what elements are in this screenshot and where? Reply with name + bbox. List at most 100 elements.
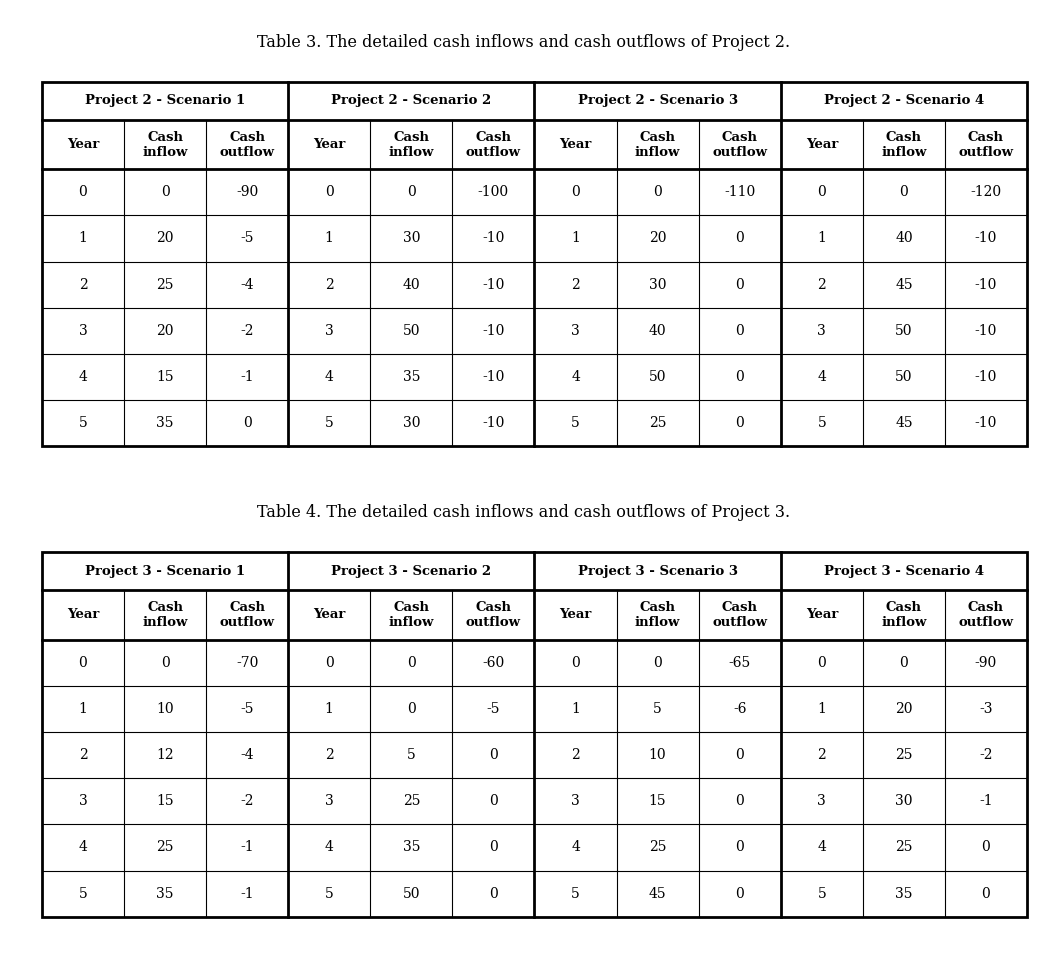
Text: 25: 25 (895, 841, 913, 854)
Text: 50: 50 (895, 324, 913, 338)
Text: 0: 0 (571, 185, 580, 200)
Text: 2: 2 (325, 748, 333, 762)
Text: Cash
outflow: Cash outflow (466, 601, 521, 629)
Text: 0: 0 (736, 324, 744, 338)
Text: 4: 4 (571, 841, 580, 854)
Text: 25: 25 (156, 841, 174, 854)
Text: 0: 0 (325, 185, 333, 200)
Text: -4: -4 (240, 277, 254, 292)
Text: -100: -100 (478, 185, 509, 200)
Text: Year: Year (560, 609, 592, 621)
Text: Cash
inflow: Cash inflow (389, 131, 434, 158)
Text: 2: 2 (817, 748, 826, 762)
Text: Year: Year (806, 138, 838, 151)
Text: Year: Year (313, 138, 346, 151)
Text: 0: 0 (899, 185, 909, 200)
Text: 3: 3 (325, 794, 333, 808)
Text: 45: 45 (895, 417, 913, 430)
Text: 0: 0 (407, 702, 416, 716)
Text: 2: 2 (79, 748, 87, 762)
Text: -1: -1 (979, 794, 992, 808)
Text: -10: -10 (482, 277, 505, 292)
Text: 25: 25 (649, 841, 667, 854)
Text: 50: 50 (402, 887, 420, 900)
Text: 45: 45 (895, 277, 913, 292)
Text: 4: 4 (79, 371, 87, 384)
Text: Cash
outflow: Cash outflow (959, 131, 1013, 158)
Text: 5: 5 (325, 417, 333, 430)
Text: 4: 4 (325, 371, 333, 384)
Text: 35: 35 (156, 887, 174, 900)
Text: 2: 2 (325, 277, 333, 292)
Text: 20: 20 (895, 702, 913, 716)
Bar (42, 82, 1027, 446)
Text: 0: 0 (736, 277, 744, 292)
Text: 3: 3 (79, 324, 87, 338)
Text: 1: 1 (571, 702, 580, 716)
Text: -65: -65 (728, 656, 750, 670)
Text: 5: 5 (653, 702, 662, 716)
Text: -10: -10 (975, 371, 998, 384)
Text: Cash
inflow: Cash inflow (143, 131, 188, 158)
Text: 0: 0 (817, 656, 826, 670)
Text: 5: 5 (325, 887, 333, 900)
Text: Project 2 - Scenario 2: Project 2 - Scenario 2 (331, 94, 492, 108)
Text: 3: 3 (325, 324, 333, 338)
Text: Cash
outflow: Cash outflow (713, 131, 767, 158)
Text: Cash
inflow: Cash inflow (635, 131, 680, 158)
Text: 35: 35 (402, 371, 420, 384)
Text: Project 3 - Scenario 3: Project 3 - Scenario 3 (577, 564, 738, 578)
Text: 20: 20 (156, 231, 174, 246)
Text: 35: 35 (402, 841, 420, 854)
Text: 5: 5 (79, 417, 87, 430)
Text: 1: 1 (79, 231, 87, 246)
Text: -5: -5 (486, 702, 500, 716)
Text: 2: 2 (571, 748, 580, 762)
Text: Cash
outflow: Cash outflow (466, 131, 521, 158)
Text: 30: 30 (649, 277, 667, 292)
Text: 35: 35 (895, 887, 913, 900)
Text: -2: -2 (240, 324, 254, 338)
Text: 0: 0 (653, 656, 662, 670)
Text: Table 3. The detailed cash inflows and cash outflows of Project 2.: Table 3. The detailed cash inflows and c… (258, 34, 790, 51)
Text: 0: 0 (160, 656, 170, 670)
Text: 15: 15 (649, 794, 667, 808)
Text: 12: 12 (156, 748, 174, 762)
Text: 45: 45 (649, 887, 667, 900)
Text: 40: 40 (895, 231, 913, 246)
Text: Project 3 - Scenario 2: Project 3 - Scenario 2 (331, 564, 492, 578)
Text: 30: 30 (402, 417, 420, 430)
Text: Year: Year (313, 609, 346, 621)
Text: Project 3 - Scenario 1: Project 3 - Scenario 1 (85, 564, 245, 578)
Text: -1: -1 (240, 887, 254, 900)
Text: 1: 1 (325, 702, 333, 716)
Text: 4: 4 (817, 841, 826, 854)
Text: 0: 0 (736, 417, 744, 430)
Text: 0: 0 (160, 185, 170, 200)
Text: 0: 0 (736, 794, 744, 808)
Text: 0: 0 (407, 656, 416, 670)
Text: 0: 0 (325, 656, 333, 670)
Text: 0: 0 (736, 231, 744, 246)
Text: 1: 1 (325, 231, 333, 246)
Text: 0: 0 (736, 748, 744, 762)
Text: 0: 0 (982, 841, 990, 854)
Text: Year: Year (67, 138, 100, 151)
Text: 3: 3 (817, 324, 826, 338)
Text: 40: 40 (402, 277, 420, 292)
Text: -10: -10 (482, 417, 505, 430)
Text: 1: 1 (79, 702, 87, 716)
Text: 30: 30 (895, 794, 913, 808)
Text: -5: -5 (240, 702, 254, 716)
Text: 0: 0 (243, 417, 252, 430)
Text: -70: -70 (236, 656, 259, 670)
Text: Year: Year (806, 609, 838, 621)
Text: 20: 20 (156, 324, 174, 338)
Text: -1: -1 (240, 841, 254, 854)
Text: 1: 1 (817, 702, 826, 716)
Text: -110: -110 (724, 185, 756, 200)
Text: -5: -5 (240, 231, 254, 246)
Text: 50: 50 (649, 371, 667, 384)
Text: 3: 3 (817, 794, 826, 808)
Text: Cash
inflow: Cash inflow (389, 601, 434, 629)
